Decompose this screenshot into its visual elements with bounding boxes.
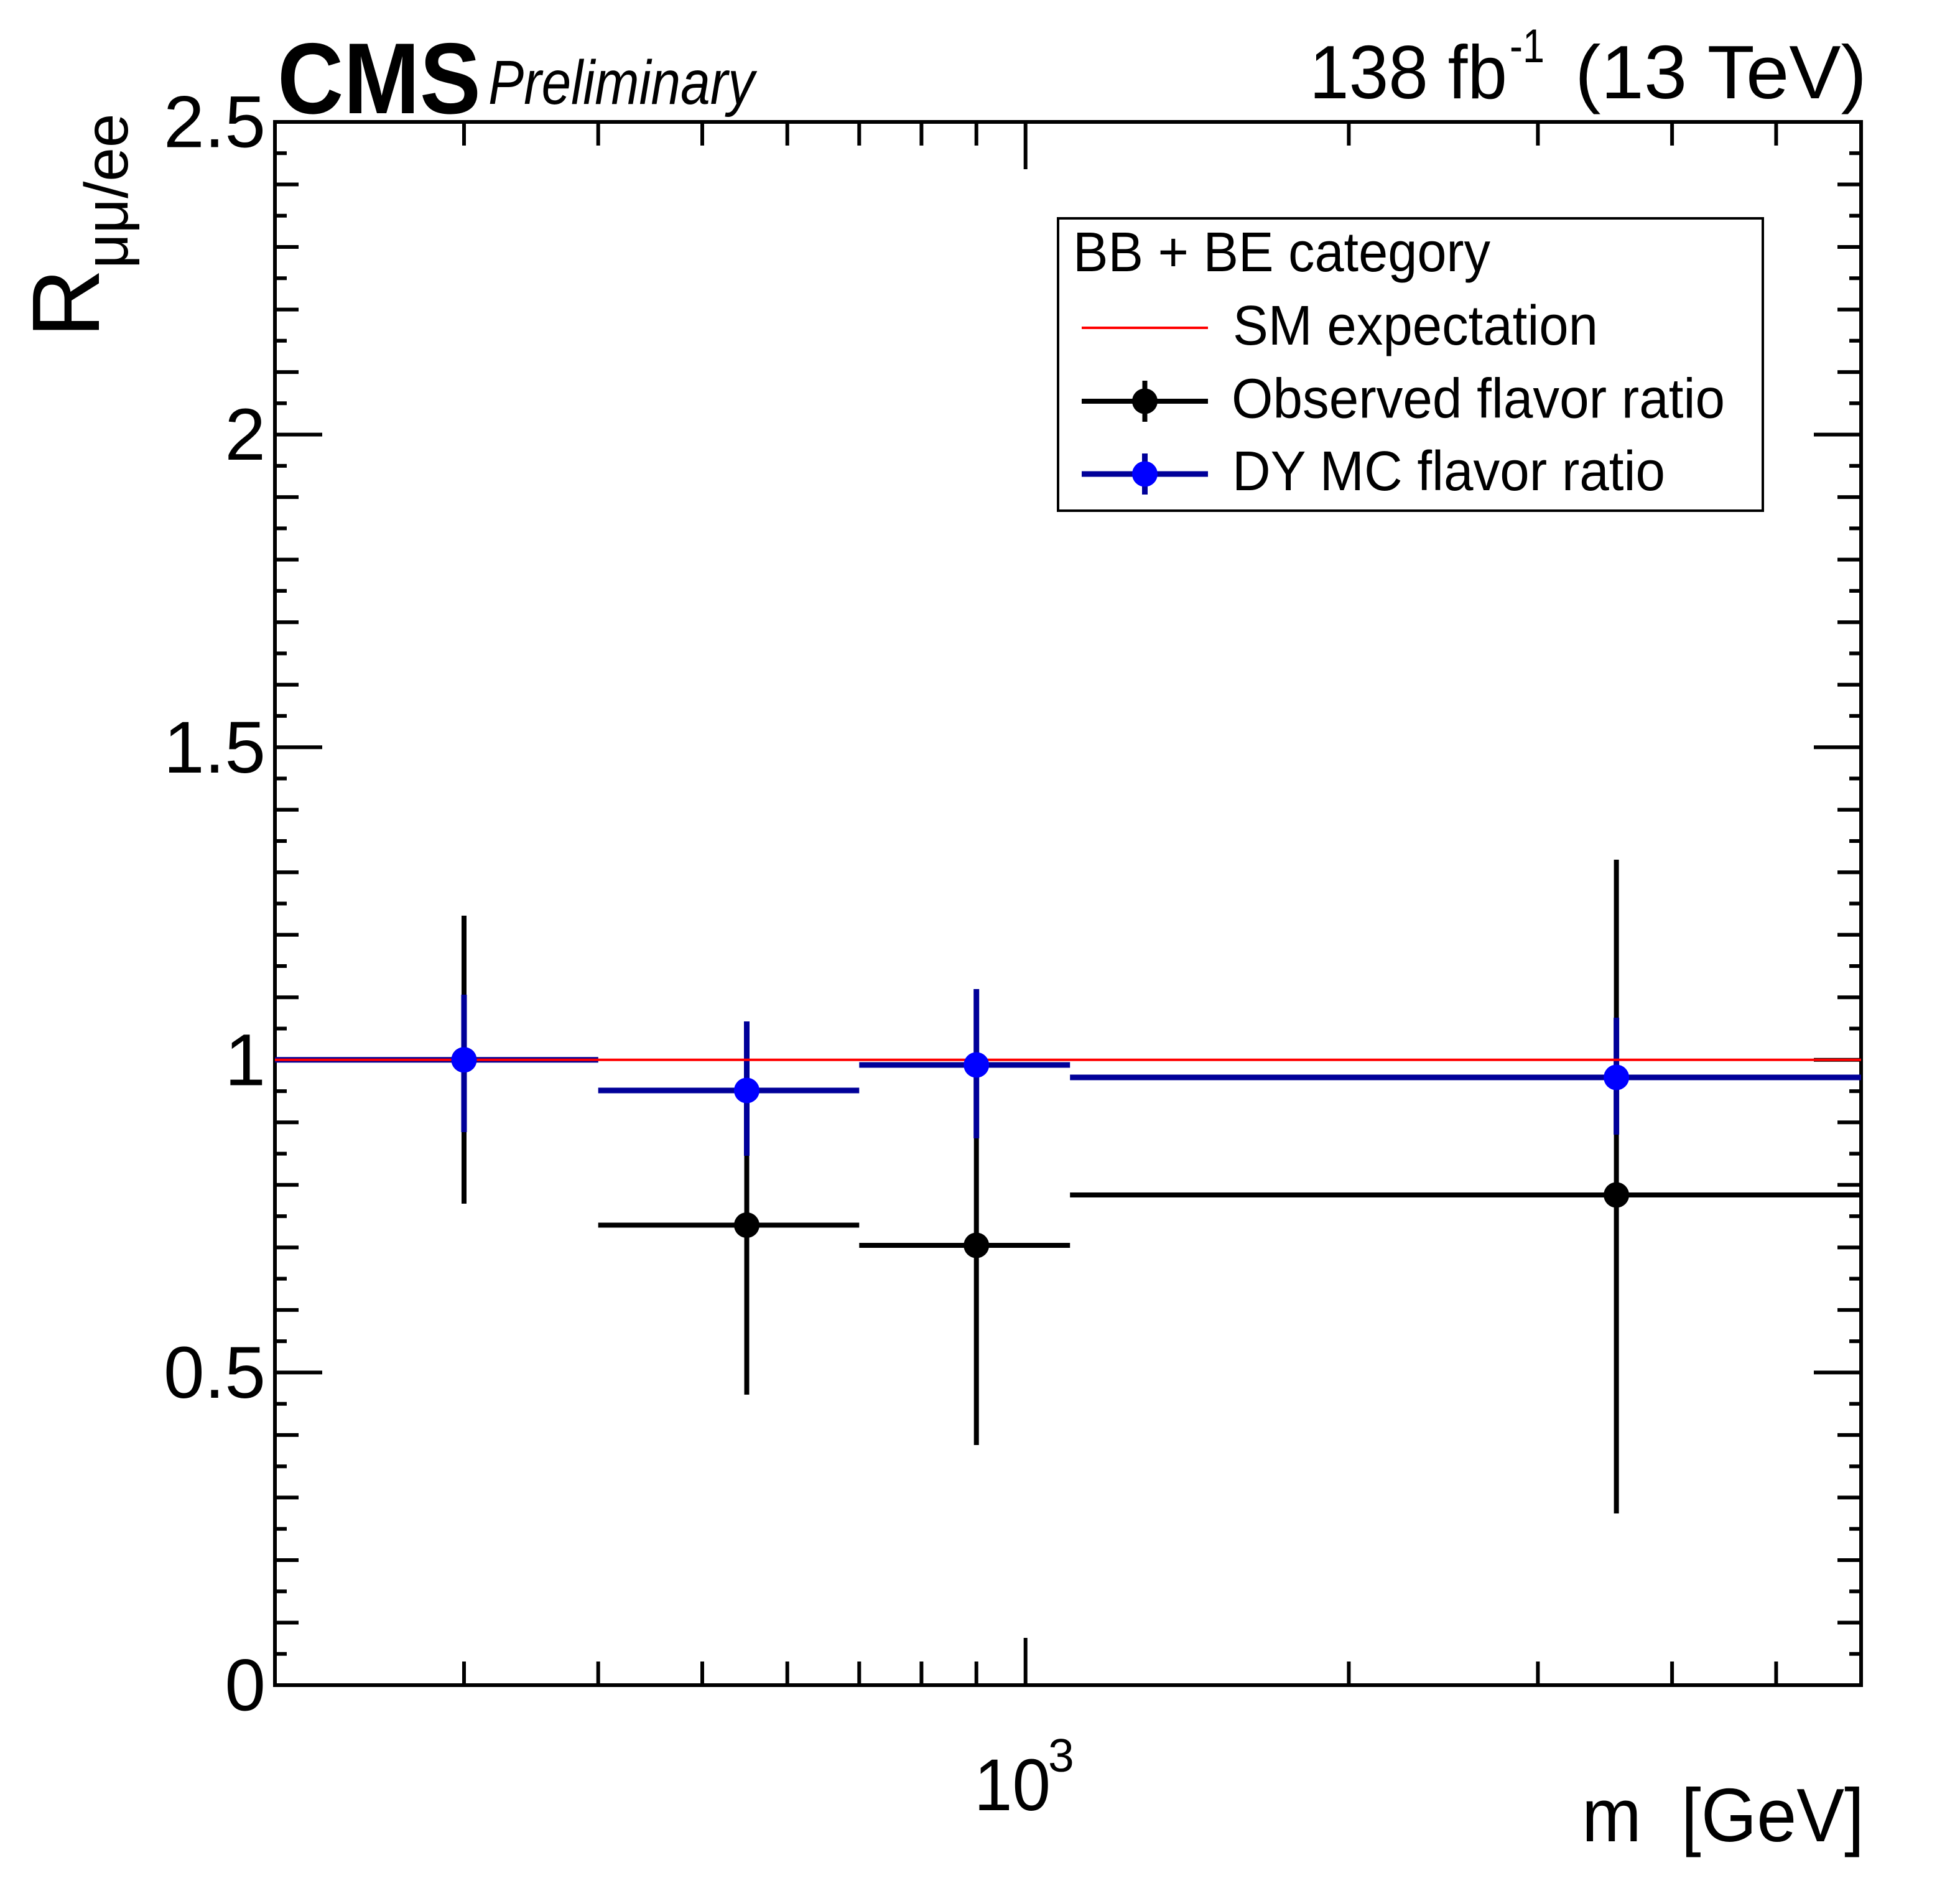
svg-text:-1: -1 bbox=[1510, 20, 1544, 73]
svg-text:0: 0 bbox=[225, 1645, 266, 1727]
svg-text:10: 10 bbox=[974, 1744, 1051, 1826]
svg-text:2.5: 2.5 bbox=[164, 81, 266, 164]
svg-text:Observed flavor ratio: Observed flavor ratio bbox=[1232, 368, 1725, 430]
svg-text:3: 3 bbox=[1048, 1729, 1074, 1782]
svg-text:138 fb: 138 fb bbox=[1309, 30, 1507, 114]
svg-text:1: 1 bbox=[225, 1019, 266, 1101]
svg-text:CMS: CMS bbox=[277, 22, 481, 135]
svg-text:m [GeV]: m [GeV] bbox=[1582, 1773, 1864, 1857]
svg-text:2: 2 bbox=[225, 394, 266, 476]
svg-text:SM expectation: SM expectation bbox=[1233, 295, 1598, 357]
svg-text:(13 TeV): (13 TeV) bbox=[1575, 30, 1867, 114]
svg-text:0.5: 0.5 bbox=[164, 1332, 266, 1414]
svg-text:1.5: 1.5 bbox=[164, 707, 266, 789]
svg-text:Preliminary: Preliminary bbox=[488, 48, 758, 118]
svg-text:DY MC flavor ratio: DY MC flavor ratio bbox=[1232, 440, 1665, 503]
svg-text:BB + BE category: BB + BE category bbox=[1073, 221, 1490, 284]
